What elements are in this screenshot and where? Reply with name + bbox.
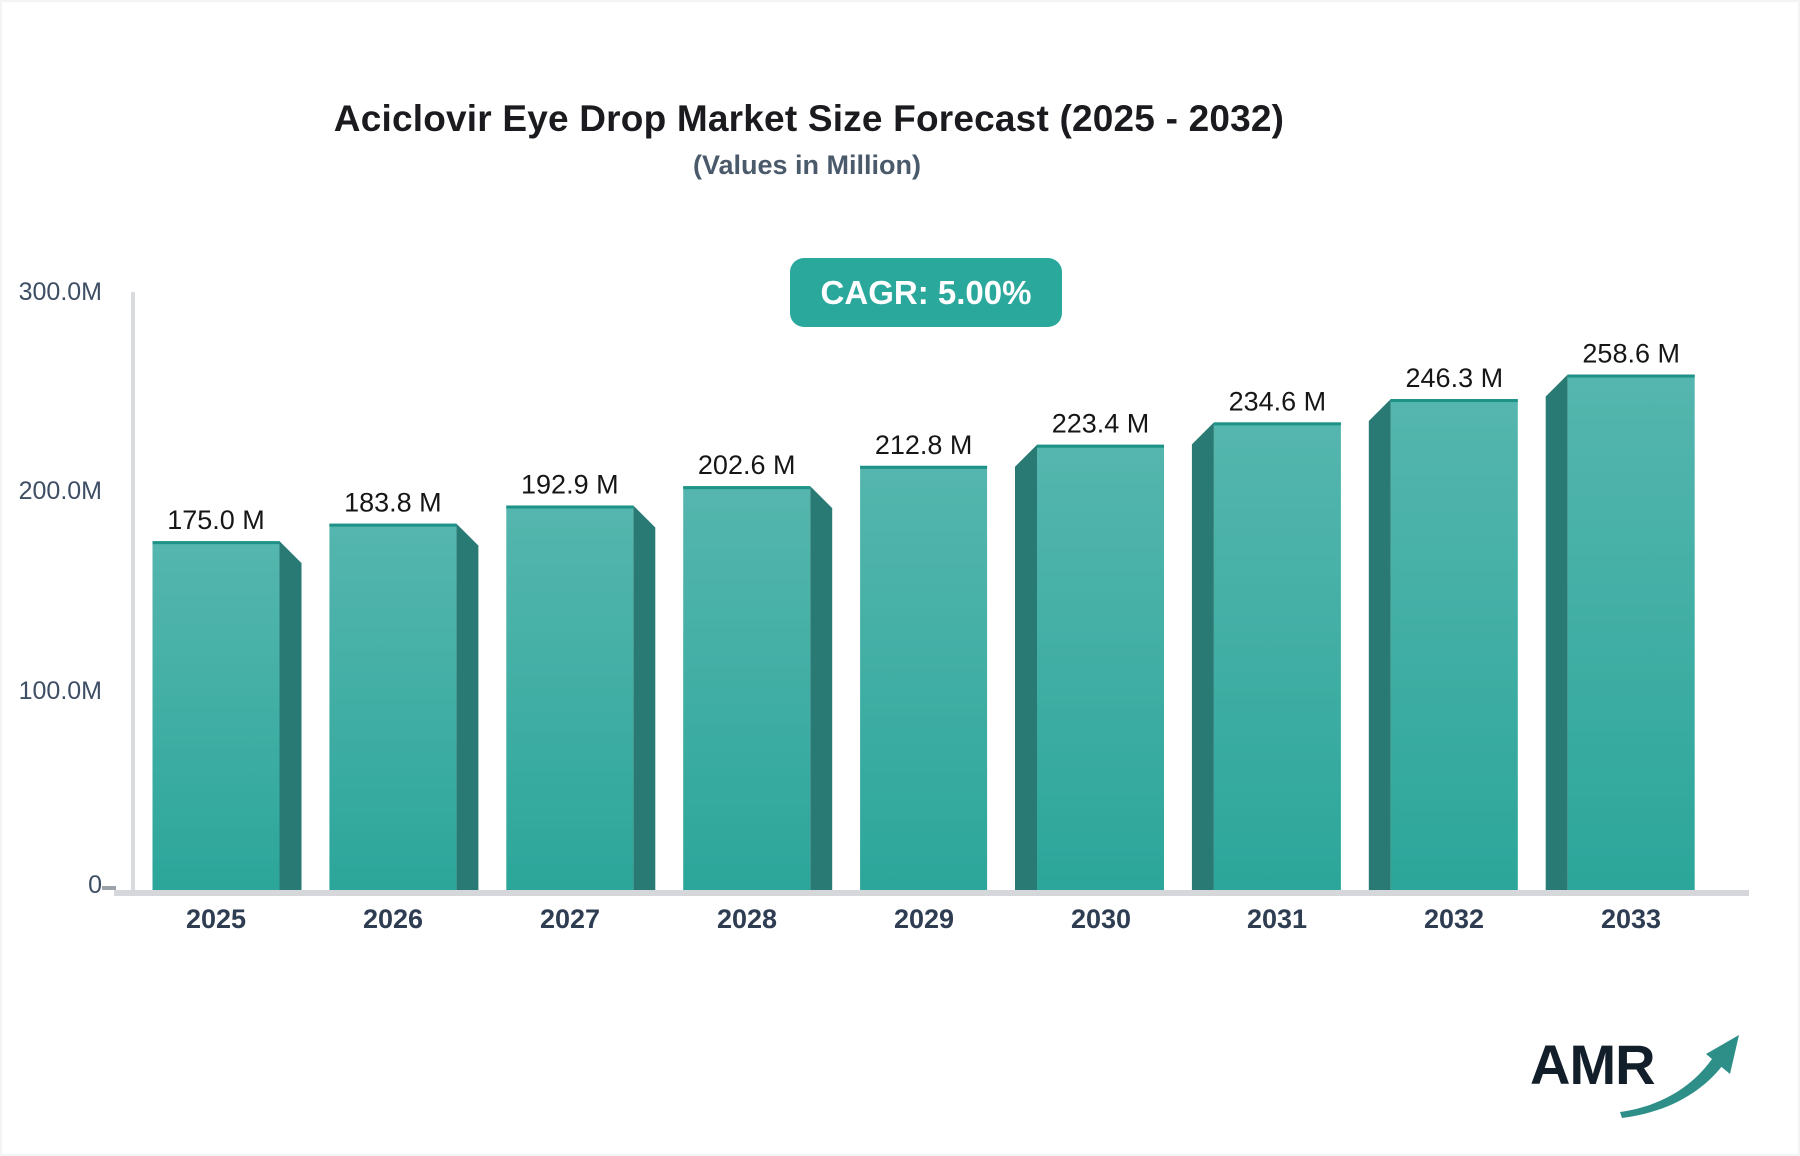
x-tick-label-2026: 2026 xyxy=(362,904,424,934)
bar-side-face xyxy=(1545,374,1568,890)
x-tick-label-2033: 2033 xyxy=(1600,904,1662,934)
bar-2027: 192.9 M xyxy=(506,469,656,890)
amr-logo: AMR xyxy=(1530,1032,1740,1122)
bar-value-label: 246.3 M xyxy=(1406,363,1504,393)
x-tick-label-2025: 2025 xyxy=(185,904,247,934)
x-tick-label-2029: 2029 xyxy=(893,904,955,934)
bar-top-edge xyxy=(1213,422,1341,426)
bar-value-label: 223.4 M xyxy=(1052,409,1150,439)
y-tick-label-200.0M: 200.0M xyxy=(18,477,102,505)
x-tick-label-2032: 2032 xyxy=(1423,904,1485,934)
bar-side-face xyxy=(279,541,302,890)
bar-top-edge xyxy=(1567,374,1695,378)
bar-face xyxy=(506,505,634,890)
bar-top-edge xyxy=(683,486,811,490)
bar-value-label: 212.8 M xyxy=(875,430,973,460)
x-tick-label-2027: 2027 xyxy=(539,904,601,934)
bar-2032: 246.3 M xyxy=(1368,363,1518,890)
bar-face xyxy=(1567,374,1695,890)
cagr-badge: CAGR: 5.00% xyxy=(790,258,1062,327)
bar-side-face xyxy=(633,505,656,890)
bar-value-label: 202.6 M xyxy=(698,450,796,480)
bar-top-edge xyxy=(860,465,988,469)
bar-2033: 258.6 M xyxy=(1545,339,1695,890)
bar-side-face xyxy=(1368,399,1391,890)
bar-2029: 212.8 M xyxy=(860,430,988,890)
bar-face xyxy=(329,523,457,890)
bar-value-label: 175.0 M xyxy=(167,505,265,535)
bar-top-edge xyxy=(506,505,634,509)
x-tick-label-2028: 2028 xyxy=(716,904,778,934)
bar-value-label: 258.6 M xyxy=(1582,339,1680,369)
bar-value-label: 234.6 M xyxy=(1229,386,1327,416)
bar-side-face xyxy=(456,523,479,890)
bar-value-label: 183.8 M xyxy=(344,488,442,518)
y-tick-label-0: 0 xyxy=(88,871,102,899)
y-axis-line xyxy=(131,292,135,892)
bar-2026: 183.8 M xyxy=(329,488,479,890)
bar-top-edge xyxy=(1037,444,1164,448)
bar-2025: 175.0 M xyxy=(152,505,302,890)
bar-face xyxy=(152,541,280,890)
bar-face xyxy=(1213,422,1341,890)
bar-face xyxy=(1037,444,1164,890)
x-tick-label-2031: 2031 xyxy=(1246,904,1308,934)
bar-2030: 223.4 M xyxy=(1015,409,1164,890)
zero-tick xyxy=(102,886,116,890)
bar-face xyxy=(683,486,811,890)
bar-top-edge xyxy=(1390,399,1518,403)
trend-arrow-icon xyxy=(1620,1035,1739,1118)
bar-face xyxy=(1390,399,1518,890)
bar-top-edge xyxy=(329,523,457,527)
bar-2031: 234.6 M xyxy=(1191,386,1341,890)
bar-side-face xyxy=(810,486,833,890)
x-axis-line xyxy=(114,890,1749,896)
chart-subtitle: (Values in Million) xyxy=(692,150,922,180)
bar-side-face xyxy=(1015,444,1037,890)
bar-face xyxy=(860,465,988,890)
bar-side-face xyxy=(1191,422,1214,890)
x-tick-label-2030: 2030 xyxy=(1070,904,1132,934)
bar-2028: 202.6 M xyxy=(683,450,833,890)
bar-value-label: 192.9 M xyxy=(521,469,619,499)
y-tick-label-300.0M: 300.0M xyxy=(18,278,102,306)
amr-logo-text: AMR xyxy=(1530,1033,1656,1096)
y-tick-label-100.0M: 100.0M xyxy=(18,677,102,705)
chart-title: Aciclovir Eye Drop Market Size Forecast … xyxy=(333,98,1285,139)
bar-top-edge xyxy=(152,541,280,545)
